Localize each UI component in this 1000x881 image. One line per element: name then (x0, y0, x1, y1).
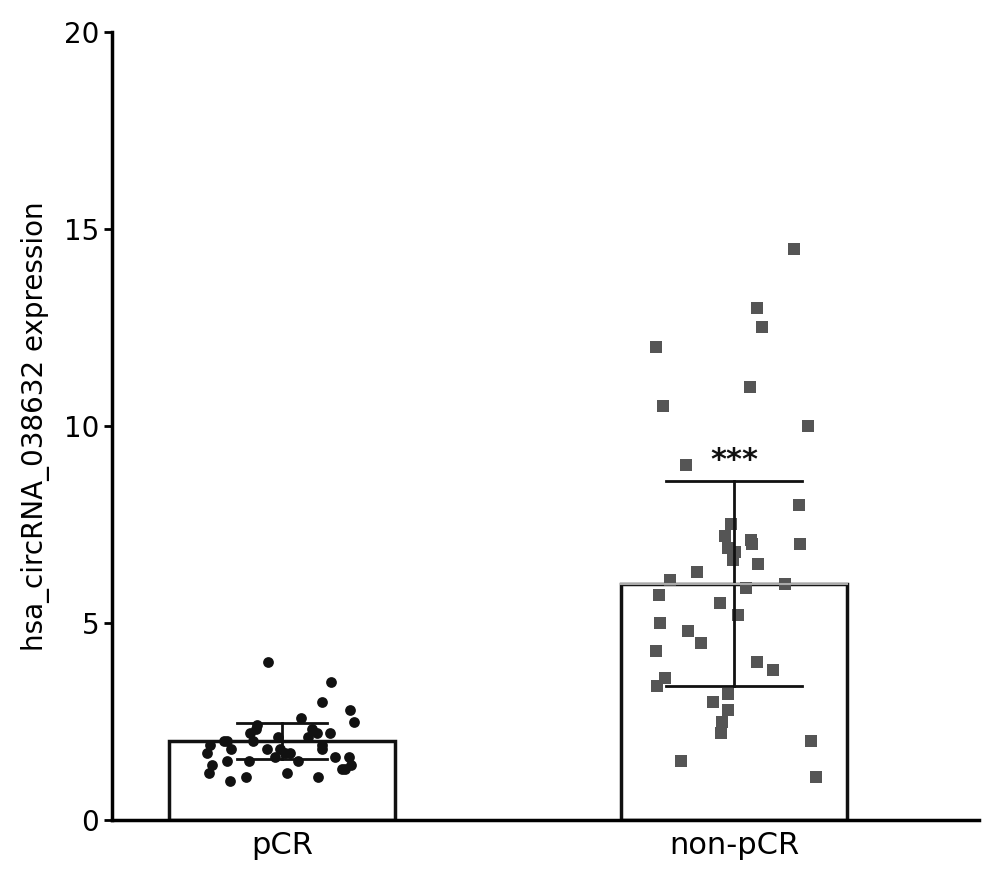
Point (310, 770, 326, 784)
Point (744, 537, 760, 552)
Point (717, 529, 733, 544)
Point (245, 734, 261, 748)
Point (277, 746, 293, 760)
Point (238, 770, 254, 784)
Point (270, 730, 286, 744)
Point (282, 746, 298, 760)
Point (680, 624, 696, 638)
Point (219, 734, 235, 748)
Point (242, 726, 258, 740)
Point (341, 750, 357, 764)
Point (314, 742, 330, 756)
Point (705, 695, 721, 709)
Point (743, 533, 759, 547)
Point (803, 734, 819, 748)
Point (346, 714, 362, 729)
Point (322, 726, 338, 740)
Point (791, 498, 807, 512)
Point (689, 565, 705, 579)
Point (714, 714, 730, 729)
Point (792, 537, 808, 552)
Point (199, 746, 215, 760)
Point (720, 687, 736, 701)
Text: ***: *** (710, 446, 758, 475)
Point (673, 754, 689, 768)
Point (649, 679, 665, 693)
Point (727, 545, 743, 559)
Point (652, 616, 668, 630)
Point (327, 750, 343, 764)
Point (662, 573, 678, 587)
Point (300, 730, 316, 744)
Y-axis label: hsa_circRNA_038632 expression: hsa_circRNA_038632 expression (21, 201, 50, 651)
Point (738, 581, 754, 595)
Point (272, 742, 288, 756)
Point (648, 340, 664, 354)
Point (800, 418, 816, 433)
Point (693, 636, 709, 650)
Point (720, 541, 736, 555)
Point (219, 754, 235, 768)
Point (223, 742, 239, 756)
Point (725, 553, 741, 567)
Point (777, 576, 793, 590)
Point (323, 675, 339, 689)
Point (267, 750, 283, 764)
Point (651, 589, 667, 603)
Bar (169, 741, 395, 820)
Point (808, 770, 824, 784)
Point (309, 726, 325, 740)
Point (260, 655, 276, 670)
Point (750, 557, 766, 571)
Point (241, 754, 257, 768)
Point (343, 758, 359, 772)
Point (314, 695, 330, 709)
Point (648, 643, 664, 657)
Point (290, 754, 306, 768)
Point (314, 738, 330, 752)
Point (749, 655, 765, 670)
Point (713, 726, 729, 740)
Point (730, 608, 746, 622)
Point (248, 722, 264, 737)
Point (204, 758, 220, 772)
Point (279, 766, 295, 780)
Point (202, 738, 218, 752)
Point (304, 722, 320, 737)
Point (765, 663, 781, 677)
Point (216, 734, 232, 748)
Point (749, 300, 765, 315)
Point (293, 711, 309, 725)
Point (655, 399, 671, 413)
Point (337, 762, 353, 776)
Point (222, 774, 238, 788)
Point (334, 762, 350, 776)
Point (712, 596, 728, 611)
Point (342, 703, 358, 717)
Point (786, 241, 802, 255)
Point (723, 517, 739, 531)
Point (742, 380, 758, 394)
Point (201, 766, 217, 780)
Point (754, 321, 770, 335)
Point (657, 671, 673, 685)
Point (249, 718, 265, 732)
Point (678, 458, 694, 472)
Bar (621, 583, 847, 820)
Point (259, 742, 275, 756)
Point (720, 703, 736, 717)
